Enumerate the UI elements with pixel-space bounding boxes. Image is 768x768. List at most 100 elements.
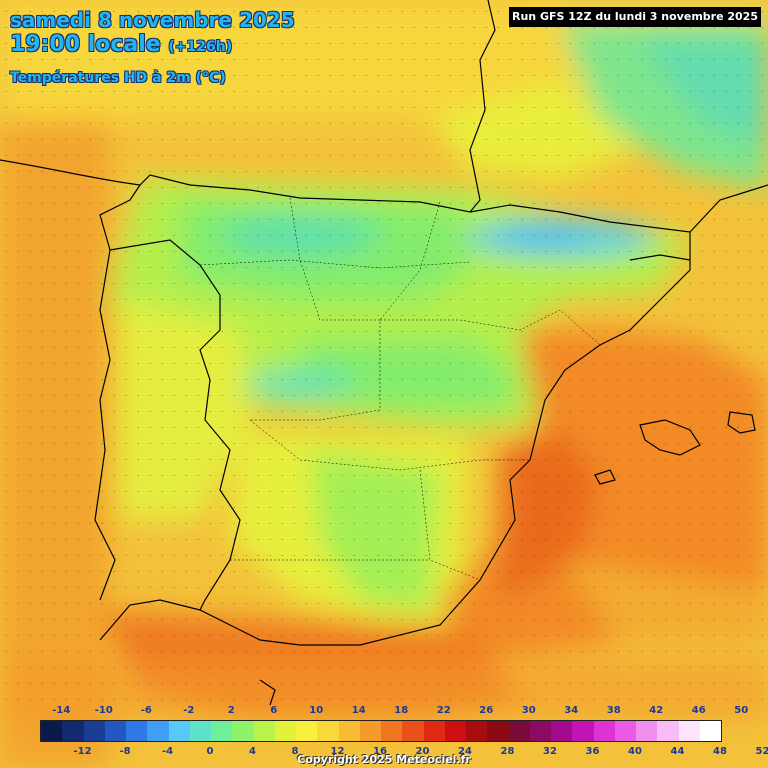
svg-text:·: · <box>172 616 176 624</box>
svg-text:·: · <box>436 56 440 64</box>
svg-text:·: · <box>112 568 116 576</box>
svg-text:·: · <box>580 504 584 512</box>
svg-text:·: · <box>568 184 572 192</box>
svg-text:·: · <box>136 104 140 112</box>
svg-text:·: · <box>484 472 488 480</box>
svg-text:·: · <box>736 344 740 352</box>
svg-text:·: · <box>76 504 80 512</box>
svg-text:·: · <box>244 264 248 272</box>
scale-swatch <box>381 721 403 741</box>
svg-text:·: · <box>208 408 212 416</box>
svg-text:·: · <box>376 488 380 496</box>
svg-text:·: · <box>556 456 560 464</box>
svg-text:·: · <box>604 104 608 112</box>
svg-text:·: · <box>520 216 524 224</box>
svg-text:·: · <box>340 248 344 256</box>
svg-text:·: · <box>328 520 332 528</box>
svg-text:·: · <box>364 392 368 400</box>
svg-text:·: · <box>232 664 236 672</box>
svg-text:·: · <box>268 488 272 496</box>
svg-text:·: · <box>544 408 548 416</box>
svg-text:·: · <box>712 360 716 368</box>
svg-text:·: · <box>496 456 500 464</box>
svg-text:·: · <box>304 568 308 576</box>
svg-text:·: · <box>220 104 224 112</box>
svg-text:·: · <box>64 184 68 192</box>
svg-text:·: · <box>472 344 476 352</box>
svg-text:·: · <box>628 40 632 48</box>
svg-text:·: · <box>520 392 524 400</box>
svg-text:·: · <box>316 296 320 304</box>
svg-text:·: · <box>52 184 56 192</box>
svg-text:·: · <box>484 408 488 416</box>
svg-text:·: · <box>364 456 368 464</box>
svg-text:·: · <box>676 376 680 384</box>
svg-text:·: · <box>604 632 608 640</box>
svg-text:·: · <box>424 616 428 624</box>
svg-text:·: · <box>748 440 752 448</box>
svg-text:·: · <box>568 520 572 528</box>
svg-text:·: · <box>376 360 380 368</box>
svg-text:·: · <box>604 616 608 624</box>
svg-text:·: · <box>640 568 644 576</box>
svg-text:·: · <box>136 24 140 32</box>
svg-text:·: · <box>208 120 212 128</box>
svg-text:·: · <box>676 296 680 304</box>
svg-text:·: · <box>604 312 608 320</box>
svg-text:·: · <box>244 312 248 320</box>
svg-text:·: · <box>520 72 524 80</box>
svg-text:·: · <box>508 344 512 352</box>
svg-text:·: · <box>604 136 608 144</box>
svg-text:·: · <box>16 216 20 224</box>
svg-text:·: · <box>268 344 272 352</box>
svg-text:·: · <box>724 312 728 320</box>
svg-text:·: · <box>532 584 536 592</box>
svg-text:·: · <box>724 680 728 688</box>
svg-text:·: · <box>580 584 584 592</box>
svg-text:·: · <box>208 328 212 336</box>
svg-text:·: · <box>532 536 536 544</box>
svg-text:·: · <box>292 616 296 624</box>
svg-text:·: · <box>652 232 656 240</box>
svg-text:·: · <box>700 248 704 256</box>
svg-text:·: · <box>16 472 20 480</box>
svg-text:·: · <box>76 136 80 144</box>
svg-text:·: · <box>508 120 512 128</box>
svg-text:·: · <box>688 24 692 32</box>
svg-text:·: · <box>388 632 392 640</box>
svg-text:·: · <box>748 24 752 32</box>
svg-text:·: · <box>592 408 596 416</box>
svg-text:·: · <box>388 392 392 400</box>
svg-text:·: · <box>652 280 656 288</box>
svg-text:·: · <box>208 600 212 608</box>
svg-text:·: · <box>88 184 92 192</box>
svg-text:·: · <box>532 472 536 480</box>
scale-swatch <box>487 721 509 741</box>
svg-text:·: · <box>244 56 248 64</box>
svg-text:·: · <box>580 424 584 432</box>
svg-text:·: · <box>76 312 80 320</box>
svg-text:·: · <box>652 408 656 416</box>
svg-text:·: · <box>532 632 536 640</box>
svg-text:·: · <box>496 8 500 16</box>
svg-text:·: · <box>208 264 212 272</box>
svg-text:·: · <box>364 584 368 592</box>
svg-text:·: · <box>532 504 536 512</box>
svg-text:·: · <box>556 296 560 304</box>
svg-text:·: · <box>664 360 668 368</box>
svg-text:·: · <box>184 248 188 256</box>
svg-text:·: · <box>664 328 668 336</box>
svg-text:·: · <box>4 296 8 304</box>
svg-text:·: · <box>376 680 380 688</box>
svg-text:·: · <box>316 312 320 320</box>
svg-text:·: · <box>520 232 524 240</box>
svg-text:·: · <box>700 536 704 544</box>
svg-text:·: · <box>388 8 392 16</box>
svg-text:·: · <box>340 696 344 704</box>
svg-text:·: · <box>388 184 392 192</box>
svg-text:·: · <box>208 184 212 192</box>
svg-text:·: · <box>436 440 440 448</box>
svg-text:·: · <box>544 664 548 672</box>
scale-swatch <box>529 721 551 741</box>
